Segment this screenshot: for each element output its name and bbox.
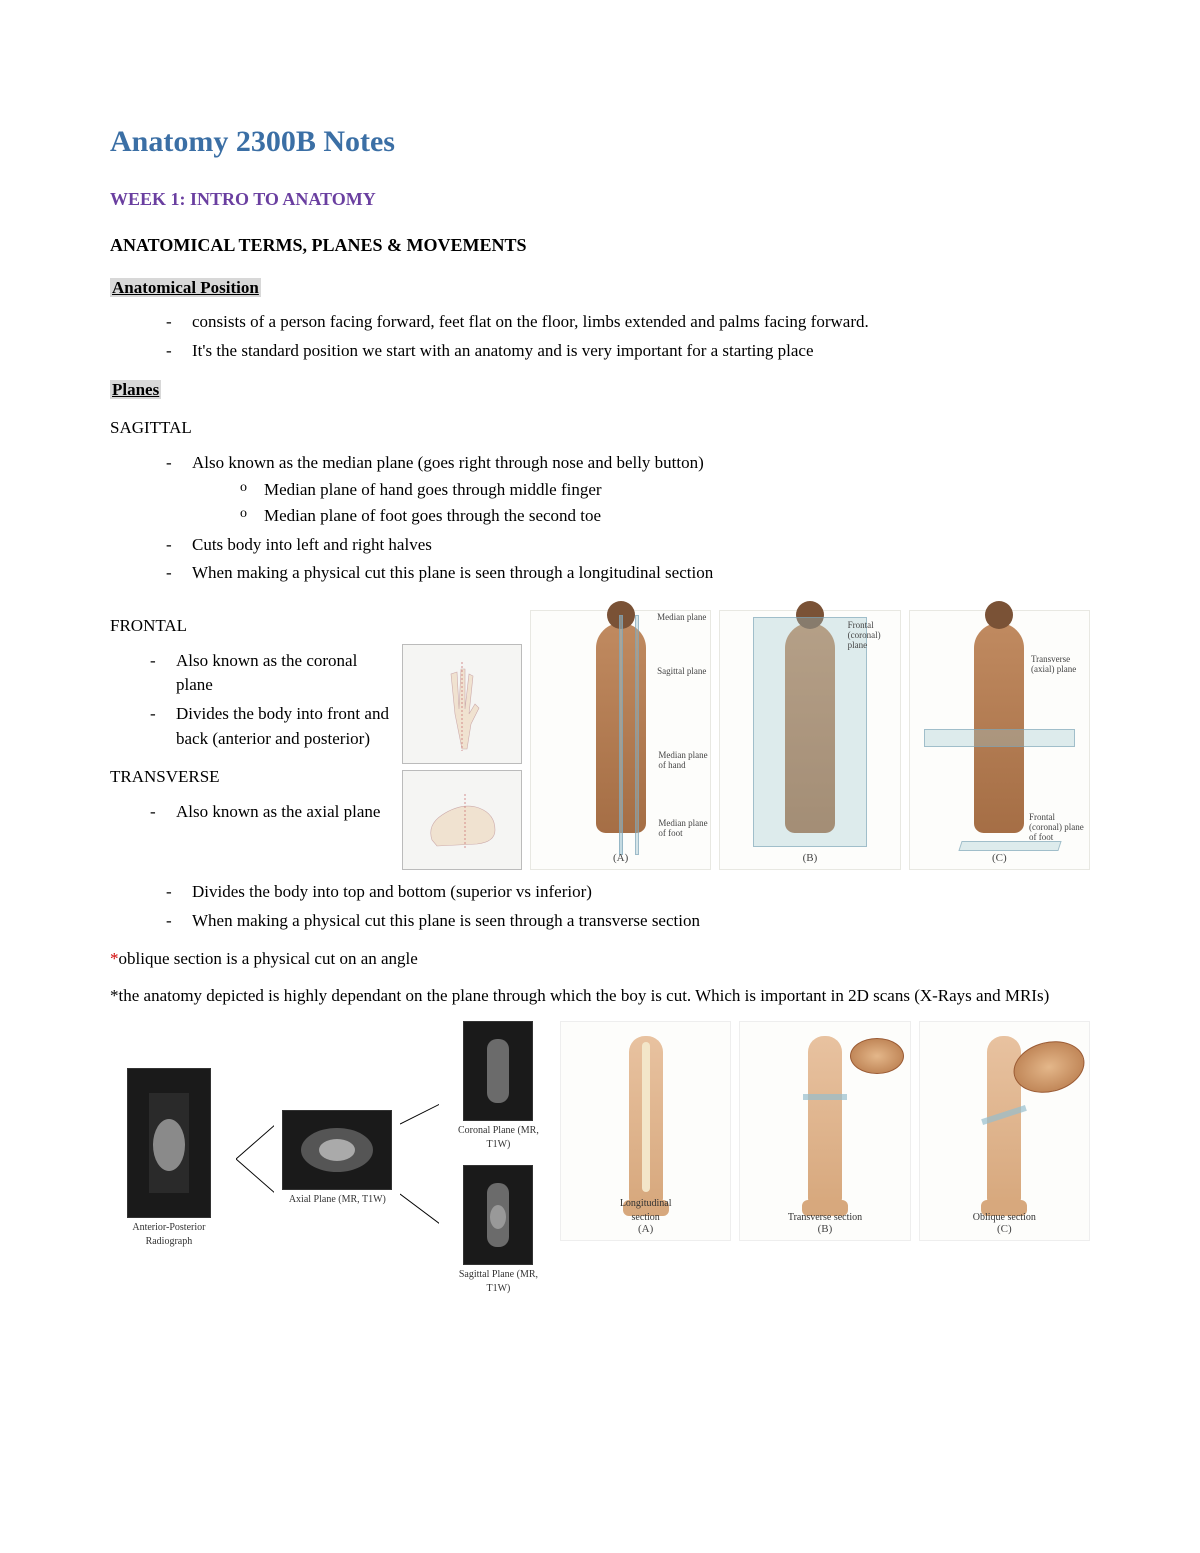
figure-caption: Axial Plane (MR, T1W) [289,1193,386,1208]
hand-figure [402,644,522,764]
diagram-label: Sagittal plane [657,667,706,677]
list-item: Also known as the coronal plane [150,649,390,698]
coronal-mri-figure [463,1021,533,1121]
foot-figure [402,770,522,870]
diagram-label: Median plane of foot [658,819,708,839]
mri-cluster: Anterior-Posterior Radiograph Axial Plan… [110,1021,550,1297]
list-item: Cuts body into left and right halves [166,533,1090,558]
sagittal-list: Also known as the median plane (goes rig… [110,451,1090,586]
diagram-label: Frontal (coronal) plane [848,621,898,651]
sagittal-mri-figure [463,1165,533,1265]
list-item: Also known as the axial plane [150,800,390,825]
planes-panel-a: Median plane Sagittal plane Median plane… [530,610,711,870]
radiograph-figure [127,1068,211,1218]
anatomical-position-heading: Anatomical Position [110,278,261,297]
figure-caption: Sagittal Plane (MR, T1W) [447,1268,550,1297]
panel-letter: (A) [613,851,628,867]
diagram-label: Median plane of hand [658,751,708,771]
panel-letter: (B) [818,1222,833,1238]
list-item: Median plane of foot goes through the se… [240,504,1090,529]
section-heading: ANATOMICAL TERMS, PLANES & MOVEMENTS [110,232,1090,258]
oblique-text: oblique section is a physical cut on an … [119,949,418,968]
figure-caption: Anterior-Posterior Radiograph [110,1221,228,1250]
section-panel-b: Transverse section (B) [739,1021,910,1241]
list-item: Median plane of hand goes through middle… [240,478,1090,503]
list-item: consists of a person facing forward, fee… [166,310,1090,335]
figure-caption: Coronal Plane (MR, T1W) [447,1124,550,1153]
connector-lines [236,1084,275,1234]
list-item-text: Also known as the median plane (goes rig… [192,453,704,472]
list-item: Divides the body into front and back (an… [150,702,390,751]
section-panel-a: Longitudinal section (A) [560,1021,731,1241]
list-item: Divides the body into top and bottom (su… [166,880,1090,905]
frontal-label: FRONTAL [110,614,390,639]
connector-lines [400,1084,439,1234]
transverse-list-bottom: Divides the body into top and bottom (su… [110,880,1090,933]
planes-heading: Planes [110,380,161,399]
week-heading: WEEK 1: INTRO TO ANATOMY [110,186,1090,212]
list-item: It's the standard position we start with… [166,339,1090,364]
diagram-label: Frontal (coronal) plane of foot [1029,813,1087,843]
planes-diagram: Median plane Sagittal plane Median plane… [402,600,1090,870]
sagittal-sublist: Median plane of hand goes through middle… [192,478,1090,529]
page-title: Anatomy 2300B Notes [110,120,1090,164]
planes-panel-b: Frontal (coronal) plane (B) [719,610,900,870]
panel-letter: (A) [638,1222,653,1238]
axial-mri-figure [282,1110,392,1190]
diagram-label: Median plane [657,613,706,623]
bottom-figures: Anterior-Posterior Radiograph Axial Plan… [110,1021,1090,1297]
diagram-label: Transverse (axial) plane [1031,655,1087,675]
sagittal-label: SAGITTAL [110,416,1090,441]
dependant-note: *the anatomy depicted is highly dependan… [110,984,1090,1009]
panel-letter: (C) [992,851,1007,867]
section-panel-c: Oblique section (C) [919,1021,1090,1241]
transverse-label: TRANSVERSE [110,765,390,790]
panel-letter: (B) [803,851,818,867]
sections-diagram: Longitudinal section (A) Transverse sect… [560,1021,1090,1241]
list-item: Also known as the median plane (goes rig… [166,451,1090,529]
list-item: When making a physical cut this plane is… [166,561,1090,586]
frontal-list: Also known as the coronal plane Divides … [110,649,390,752]
list-item: When making a physical cut this plane is… [166,909,1090,934]
asterisk-icon: * [110,949,119,968]
oblique-note: *oblique section is a physical cut on an… [110,947,1090,972]
anatomical-position-list: consists of a person facing forward, fee… [110,310,1090,363]
transverse-list-top: Also known as the axial plane [110,800,390,825]
planes-panel-c: Transverse (axial) plane Frontal (corona… [909,610,1090,870]
panel-letter: (C) [997,1222,1012,1238]
